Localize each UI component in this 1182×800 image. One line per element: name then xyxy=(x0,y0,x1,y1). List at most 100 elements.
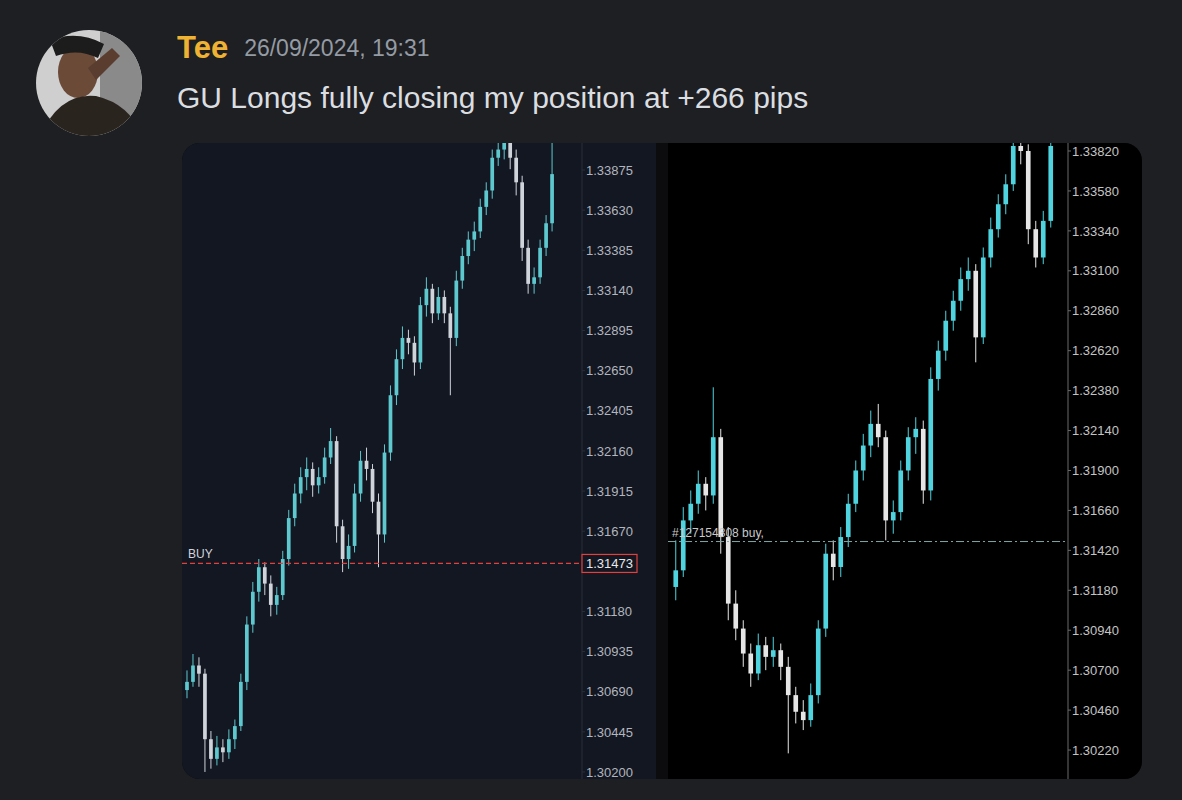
candle-body xyxy=(550,174,554,223)
candle-body xyxy=(793,695,798,712)
entry-line xyxy=(668,541,1068,542)
candle-body xyxy=(1048,146,1053,221)
candle-body xyxy=(508,143,512,158)
avatar-body xyxy=(40,96,142,136)
avatar-bg xyxy=(36,30,142,136)
candle-body xyxy=(801,712,806,720)
y-tick-label: 1.32140 xyxy=(1072,423,1119,438)
y-tick-label: 1.32650 xyxy=(586,363,633,378)
candles xyxy=(673,143,1053,753)
candle-body xyxy=(943,321,948,351)
candle-body xyxy=(383,453,387,535)
y-tick-label: 1.33580 xyxy=(1072,184,1119,199)
candle-body xyxy=(347,546,351,559)
candle-body xyxy=(733,604,738,629)
candle-body xyxy=(425,289,429,305)
candle-body xyxy=(502,143,506,150)
candle-body xyxy=(1033,229,1038,257)
y-tick xyxy=(582,450,585,451)
candle-body xyxy=(197,665,201,673)
y-tick-label: 1.30700 xyxy=(1072,663,1119,678)
candle-body xyxy=(359,461,363,494)
y-tick xyxy=(582,370,585,371)
candle-body xyxy=(299,477,303,493)
y-tick-label: 1.30935 xyxy=(586,644,633,659)
price-box-label: 1.31473 xyxy=(586,556,633,571)
candle-body xyxy=(936,351,941,379)
candle-body xyxy=(1026,151,1031,229)
candle-body xyxy=(688,504,693,521)
chart-panel: 1.338751.336301.333851.331401.328951.326… xyxy=(182,143,656,779)
candle-body xyxy=(287,518,291,559)
candle-body xyxy=(233,726,237,739)
panel-bg xyxy=(182,143,656,779)
y-tick-label: 1.31900 xyxy=(1072,463,1119,478)
candle-body xyxy=(251,592,255,625)
candle-body xyxy=(771,650,776,657)
candle-body xyxy=(323,457,327,477)
candle-body xyxy=(437,297,441,313)
y-tick xyxy=(1068,710,1071,711)
candle-body xyxy=(906,437,911,470)
y-tick-label: 1.33340 xyxy=(1072,224,1119,239)
message-text: GU Longs fully closing my position at +2… xyxy=(177,81,808,114)
candle-body xyxy=(478,207,482,232)
y-tick xyxy=(582,250,585,251)
y-tick-label: 1.32160 xyxy=(586,444,633,459)
candle-body xyxy=(816,629,821,696)
candle-body xyxy=(891,512,896,520)
y-tick-label: 1.30220 xyxy=(1072,743,1119,758)
y-tick-label: 1.31670 xyxy=(586,524,633,539)
candle-body xyxy=(748,654,753,674)
candle-body xyxy=(448,313,452,338)
y-tick xyxy=(1068,670,1071,671)
candle-body xyxy=(329,441,333,457)
candle-body xyxy=(981,257,986,337)
y-tick-label: 1.30940 xyxy=(1072,623,1119,638)
page: Tee26/09/2024, 19:31GU Longs fully closi… xyxy=(0,0,1182,800)
candle-body xyxy=(958,279,963,301)
candle-body xyxy=(215,747,219,758)
y-tick xyxy=(1068,190,1071,191)
candle-body xyxy=(532,277,536,284)
candle-body xyxy=(257,567,261,592)
candle-body xyxy=(413,343,417,363)
candle-body xyxy=(263,567,267,583)
candle-body xyxy=(281,559,285,595)
candle-body xyxy=(311,469,315,485)
candle-body xyxy=(460,256,464,281)
candles xyxy=(185,143,554,772)
candle-body xyxy=(209,739,213,759)
candle-body xyxy=(921,429,926,491)
candle-body xyxy=(466,240,470,256)
candle-body xyxy=(1041,221,1046,258)
y-tick-label: 1.33875 xyxy=(586,163,633,178)
y-tick-label: 1.33140 xyxy=(586,283,633,298)
y-tick-label: 1.32860 xyxy=(1072,303,1119,318)
y-axis-line xyxy=(1068,143,1069,779)
y-tick-label: 1.31420 xyxy=(1072,543,1119,558)
y-tick xyxy=(1068,510,1071,511)
candle-body xyxy=(868,424,873,446)
y-tick xyxy=(582,330,585,331)
avatar-hair xyxy=(50,36,104,58)
candle-body xyxy=(876,424,881,437)
y-tick-label: 1.33630 xyxy=(586,203,633,218)
candle-body xyxy=(335,441,339,526)
y-tick xyxy=(1068,310,1071,311)
y-tick-label: 1.32620 xyxy=(1072,343,1119,358)
candle-body xyxy=(823,554,828,629)
y-tick xyxy=(1068,390,1071,391)
candle-body xyxy=(1003,184,1008,204)
y-tick xyxy=(1068,150,1071,151)
candle-body xyxy=(928,379,933,490)
candle-body xyxy=(996,204,1001,229)
candle-body xyxy=(245,625,249,682)
y-tick xyxy=(1068,470,1071,471)
candle-body xyxy=(203,674,207,740)
y-tick-label: 1.30460 xyxy=(1072,703,1119,718)
panel-bg xyxy=(668,143,1142,779)
candle-body xyxy=(763,645,768,657)
candle-body xyxy=(490,158,494,191)
y-tick xyxy=(582,531,585,532)
